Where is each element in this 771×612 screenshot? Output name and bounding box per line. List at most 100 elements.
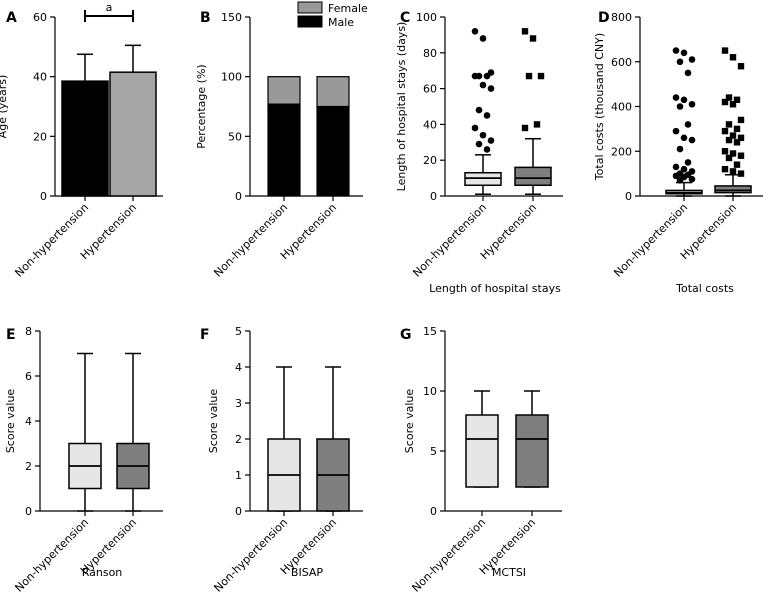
- box: [515, 414, 549, 488]
- outlier-point: [676, 177, 684, 184]
- outlier-point: [721, 98, 729, 106]
- y-tick-label: 40: [423, 118, 437, 131]
- outlier-point: [725, 136, 733, 144]
- outlier-point: [471, 124, 479, 132]
- outlier-point: [680, 134, 688, 142]
- outlier-point: [680, 165, 688, 173]
- outlier-point: [487, 85, 495, 92]
- y-tick-label: 0: [625, 190, 632, 203]
- y-tick-label: 100: [416, 11, 437, 24]
- y-tick-label: 4: [25, 415, 32, 428]
- outlier-point: [533, 121, 541, 128]
- outlier-point: [483, 146, 491, 153]
- outlier-point: [672, 172, 680, 180]
- y-tick-label: 20: [423, 154, 437, 167]
- significance-label: a: [106, 1, 113, 14]
- outlier-point: [475, 140, 483, 148]
- bar-male: [267, 103, 301, 197]
- legend-swatch-female: [297, 1, 323, 14]
- panel-label: B: [200, 10, 211, 26]
- outlier-point: [487, 137, 495, 144]
- y-tick-label: 200: [611, 145, 632, 158]
- outlier-point: [737, 116, 745, 124]
- outlier-point: [725, 121, 733, 128]
- y-tick-label: 800: [611, 11, 632, 24]
- x-axis-label: BISAP: [291, 566, 324, 579]
- outlier-point: [729, 101, 737, 108]
- outlier-point: [737, 63, 745, 70]
- x-tick-label: Non-hypertension: [211, 516, 290, 595]
- outlier-point: [521, 28, 529, 35]
- y-tick-label: 60: [423, 83, 437, 96]
- bar: [109, 71, 157, 197]
- y-axis-label: Length of hospital stays (days): [395, 22, 408, 192]
- outlier-point: [729, 54, 737, 61]
- panel-label: F: [200, 327, 210, 343]
- panel-label: G: [400, 327, 412, 343]
- x-tick-label: Non-hypertension: [611, 201, 690, 280]
- y-tick-label: 1: [235, 469, 242, 482]
- outlier-point: [737, 134, 745, 142]
- y-tick-label: 6: [25, 370, 32, 383]
- y-tick-label: 20: [33, 130, 47, 143]
- outlier-point: [471, 72, 479, 80]
- y-tick-label: 400: [611, 101, 632, 114]
- outlier-point: [688, 136, 696, 144]
- outlier-point: [676, 145, 684, 153]
- bar-female: [316, 76, 350, 108]
- outlier-point: [479, 131, 487, 139]
- outlier-point: [721, 127, 729, 135]
- outlier-point: [521, 124, 529, 132]
- y-tick-label: 3: [235, 397, 242, 410]
- y-tick-label: 5: [430, 445, 437, 458]
- outlier-point: [725, 94, 733, 101]
- outlier-point: [676, 58, 684, 66]
- y-tick-label: 100: [221, 71, 242, 84]
- outlier-point: [537, 72, 545, 80]
- outlier-point: [721, 47, 729, 54]
- y-tick-label: 0: [430, 505, 437, 518]
- outlier-point: [672, 47, 680, 54]
- y-tick-label: 40: [33, 71, 47, 84]
- outlier-point: [529, 35, 537, 42]
- y-axis-label: Score value: [403, 389, 416, 454]
- y-tick-label: 10: [423, 385, 437, 398]
- box: [465, 414, 499, 488]
- y-tick-label: 4: [235, 361, 242, 374]
- outlier-point: [729, 168, 737, 175]
- y-tick-label: 8: [25, 325, 32, 338]
- outlier-point: [680, 49, 688, 57]
- outlier-point: [721, 148, 729, 155]
- y-tick-label: 150: [221, 11, 242, 24]
- outlier-point: [725, 154, 733, 162]
- outlier-point: [483, 112, 491, 119]
- outlier-point: [688, 56, 696, 63]
- legend-label-male: Male: [328, 16, 354, 29]
- panel-label: A: [6, 10, 17, 26]
- x-axis-label: MCTSI: [492, 566, 526, 579]
- y-tick-label: 0: [40, 190, 47, 203]
- x-tick-label: Non-hypertension: [409, 516, 488, 595]
- outlier-point: [672, 163, 680, 171]
- outlier-point: [672, 94, 680, 101]
- x-tick-label: Non-hypertension: [211, 201, 290, 280]
- y-tick-label: 60: [33, 11, 47, 24]
- outlier-point: [684, 121, 692, 128]
- y-tick-label: 15: [423, 325, 437, 338]
- outlier-point: [479, 81, 487, 89]
- y-tick-label: 0: [235, 505, 242, 518]
- panel-label: E: [6, 327, 16, 343]
- outlier-point: [688, 175, 696, 183]
- outlier-point: [479, 35, 487, 42]
- y-tick-label: 0: [235, 190, 242, 203]
- y-tick-label: 0: [25, 505, 32, 518]
- y-axis-label: Score value: [207, 389, 220, 454]
- y-tick-label: 600: [611, 56, 632, 69]
- outlier-point: [733, 161, 741, 168]
- y-tick-label: 2: [235, 433, 242, 446]
- y-axis-label: Score value: [4, 389, 17, 454]
- outlier-point: [729, 150, 737, 157]
- bar-female: [267, 76, 301, 105]
